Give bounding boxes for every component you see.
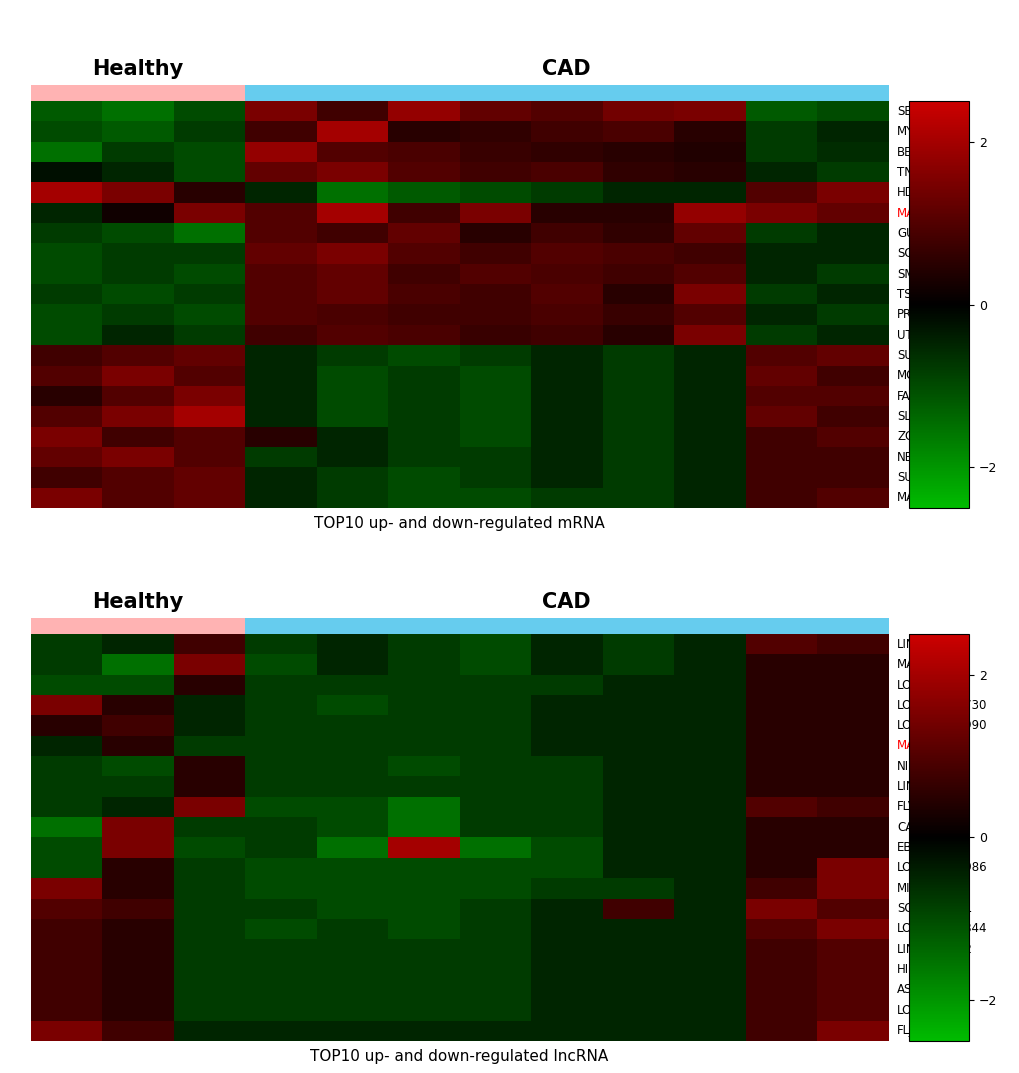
Text: CAD: CAD (542, 59, 590, 79)
X-axis label: TOP10 up- and down-regulated lncRNA: TOP10 up- and down-regulated lncRNA (310, 1049, 608, 1064)
Text: CAD: CAD (542, 592, 590, 612)
Text: Healthy: Healthy (92, 59, 183, 79)
X-axis label: TOP10 up- and down-regulated mRNA: TOP10 up- and down-regulated mRNA (314, 516, 604, 531)
Text: Healthy: Healthy (92, 592, 183, 612)
